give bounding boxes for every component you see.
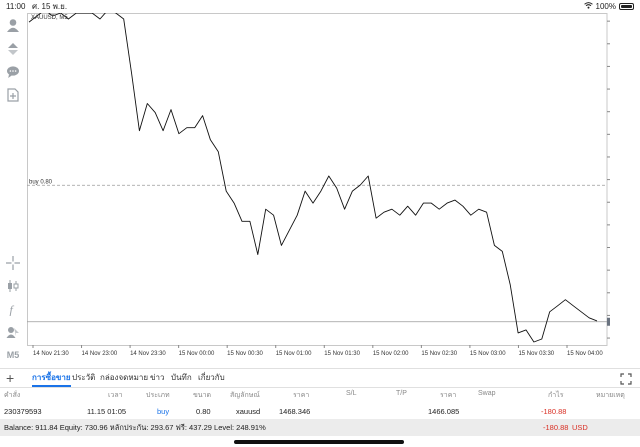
header-comment: หมายเหตุ	[596, 392, 625, 399]
header-profit: กำไร	[548, 392, 564, 399]
timeframe-button[interactable]: M5	[6, 350, 20, 360]
status-time: 11:00	[6, 2, 26, 11]
header-sl: S/L	[346, 390, 357, 397]
header-size: ขนาด	[193, 392, 212, 399]
x-tick-label: 15 Nov 03:30	[518, 351, 554, 357]
svg-text:f: f	[10, 303, 15, 317]
indicators-icon[interactable]: f	[3, 299, 23, 319]
battery-icon	[619, 3, 634, 10]
crosshair-icon[interactable]	[3, 253, 23, 273]
order-open-price: 1468.346	[279, 407, 311, 416]
tab-journal[interactable]: บันทึก	[171, 373, 192, 382]
x-tick-label: 15 Nov 03:00	[470, 351, 506, 357]
header-tp: T/P	[396, 390, 407, 397]
order-ticket: 230379593	[4, 407, 42, 416]
x-tick-label: 14 Nov 23:30	[130, 351, 166, 357]
tab-about[interactable]: เกี่ยวกับ	[198, 373, 225, 382]
x-tick-label: 14 Nov 21:30	[33, 351, 69, 357]
new-document-icon[interactable]	[3, 85, 23, 105]
total-profit: -180.88	[543, 423, 569, 432]
x-tick-label: 15 Nov 00:00	[179, 351, 215, 357]
chart-symbol: XAUUSD, M5	[31, 15, 68, 21]
buy-level-label: buy 0.80	[29, 179, 53, 185]
candles-icon[interactable]	[3, 276, 23, 296]
header-time: เวลา	[108, 392, 123, 399]
x-tick-label: 15 Nov 02:00	[373, 351, 409, 357]
bid-price-box	[607, 317, 610, 326]
header-order: คำสั่ง	[4, 392, 21, 399]
header-swap: Swap	[478, 390, 496, 397]
header-current-price: ราคา	[440, 392, 457, 399]
wifi-icon	[583, 0, 593, 13]
expand-icon[interactable]	[620, 372, 632, 390]
chat-icon[interactable]	[3, 62, 23, 82]
balance-summary: Balance: 911.84 Equity: 730.96 หลักประกั…	[4, 423, 266, 432]
tab-news[interactable]: ข่าว	[150, 373, 165, 382]
x-tick-label: 15 Nov 01:00	[276, 351, 312, 357]
header-price: ราคา	[293, 392, 310, 399]
status-right: 100%	[583, 0, 634, 13]
price-chart[interactable]: 1471.0651470.6901470.3151469.9401469.565…	[27, 13, 610, 368]
order-profit: -180.88	[541, 407, 567, 416]
account-icon[interactable]	[3, 15, 23, 35]
currency-label: USD	[572, 423, 588, 432]
order-symbol: xauusd	[236, 407, 261, 416]
terminal-tab-bar: + การซื้อขาย ประวัติ กล่องจดหมาย ข่าว บั…	[0, 368, 640, 388]
chart-frame	[27, 13, 608, 346]
order-size: 0.80	[196, 407, 211, 416]
objects-icon[interactable]	[3, 322, 23, 342]
home-indicator	[234, 440, 404, 444]
x-tick-label: 15 Nov 04:00	[567, 351, 603, 357]
x-tick-label: 15 Nov 01:30	[324, 351, 360, 357]
left-toolbar: f M5	[0, 13, 27, 368]
x-tick-label: 15 Nov 02:30	[421, 351, 457, 357]
order-current-price: 1466.085	[428, 407, 460, 416]
x-tick-label: 15 Nov 00:30	[227, 351, 263, 357]
header-symbol: สัญลักษณ์	[230, 392, 260, 399]
tab-trade[interactable]: การซื้อขาย	[32, 373, 71, 387]
tab-mailbox[interactable]: กล่องจดหมาย	[100, 373, 149, 382]
price-line	[28, 13, 598, 343]
x-tick-label: 14 Nov 23:00	[82, 351, 118, 357]
order-type: buy	[157, 407, 170, 416]
status-bar: 11:00 ศ. 15 พ.ย. 100%	[0, 0, 640, 13]
order-time: 11.15 01:05	[87, 407, 127, 416]
header-type: ประเภท	[146, 392, 170, 399]
tab-history[interactable]: ประวัติ	[72, 373, 96, 382]
trade-arrows-icon[interactable]	[3, 39, 23, 59]
battery-percent: 100%	[595, 2, 616, 11]
status-date: ศ. 15 พ.ย.	[32, 2, 68, 11]
new-order-button[interactable]: +	[6, 370, 15, 386]
balance-bar: Balance: 911.84 Equity: 730.96 หลักประกั…	[0, 419, 640, 436]
